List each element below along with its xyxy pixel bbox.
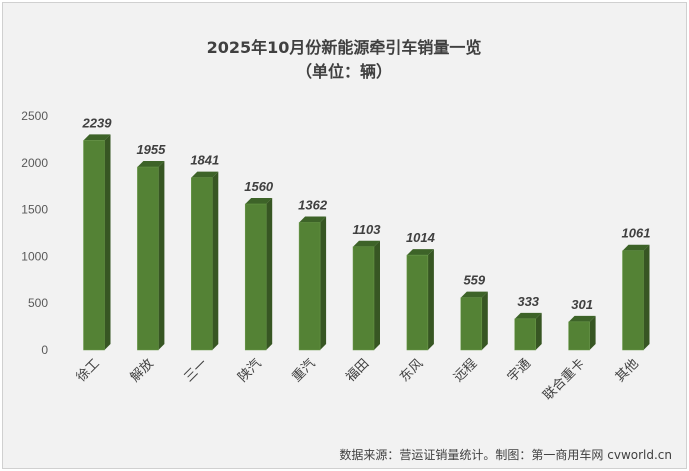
data-label: 1560	[244, 179, 274, 194]
bar-side	[481, 291, 488, 350]
bar-side	[158, 161, 165, 350]
data-label: 333	[517, 294, 539, 309]
x-tick-label: 宇通	[505, 356, 534, 385]
bar-top	[622, 244, 650, 251]
bar-top	[460, 291, 488, 298]
y-tick-label: 1500	[21, 203, 48, 217]
bar-top	[137, 161, 165, 168]
bar-top	[353, 240, 380, 247]
y-tick-label: 500	[28, 296, 48, 310]
data-label: 1362	[298, 198, 328, 213]
data-label: 2239	[82, 115, 113, 130]
bar-side	[427, 249, 434, 350]
data-label: 1061	[622, 226, 651, 241]
bar-top	[406, 249, 434, 256]
bar-side	[212, 171, 219, 350]
y-tick-label: 0	[41, 343, 48, 357]
x-tick-label: 其他	[613, 356, 642, 385]
bar-side	[320, 216, 327, 350]
bar	[244, 203, 267, 351]
x-tick-label: 福田	[343, 356, 372, 385]
bar-top	[83, 134, 111, 141]
bar-top	[299, 216, 327, 223]
bar	[298, 222, 321, 351]
bar-side	[643, 244, 650, 350]
bar-top	[568, 315, 596, 322]
y-tick-label: 1000	[21, 249, 48, 263]
y-tick-label: 2000	[21, 156, 48, 170]
bar-side	[535, 312, 542, 350]
x-tick-label: 远程	[451, 356, 480, 385]
x-tick-label: 联合重卡	[540, 356, 588, 404]
bar	[83, 140, 105, 351]
bar	[568, 321, 590, 351]
bar	[460, 297, 483, 351]
data-label: 1103	[353, 222, 382, 237]
x-tick-label: 三一	[182, 356, 211, 385]
bar-top	[245, 197, 273, 204]
y-tick-label: 2500	[21, 109, 48, 123]
data-label: 1955	[136, 142, 166, 157]
bar	[191, 177, 213, 351]
bar-top	[514, 312, 542, 319]
chart-subtitle: （单位：辆）	[296, 62, 392, 81]
data-label: 301	[571, 297, 593, 312]
bar-side	[266, 197, 273, 350]
data-label: 1841	[190, 153, 219, 168]
chart-title: 2025年10月份新能源牵引车销量一览	[207, 38, 482, 57]
bar	[622, 250, 644, 351]
data-label: 559	[463, 273, 485, 288]
x-tick-label: 重汽	[289, 356, 319, 386]
bar-side	[589, 315, 596, 350]
bar-side	[374, 240, 380, 350]
x-tick-label: 解放	[128, 356, 157, 385]
bar	[137, 166, 159, 351]
bar-side	[104, 134, 111, 350]
x-tick-label: 徐工	[74, 356, 103, 385]
bar	[514, 318, 536, 351]
source-note: 数据来源：营运证销量统计。制图：第一商用车网 cvworld.cn	[339, 447, 672, 462]
data-label: 1014	[406, 230, 436, 245]
bar	[406, 254, 429, 351]
bar	[352, 246, 375, 351]
x-tick-label: 东风	[397, 356, 426, 385]
bar-top	[191, 171, 219, 178]
x-tick-label: 陕汽	[236, 356, 265, 385]
